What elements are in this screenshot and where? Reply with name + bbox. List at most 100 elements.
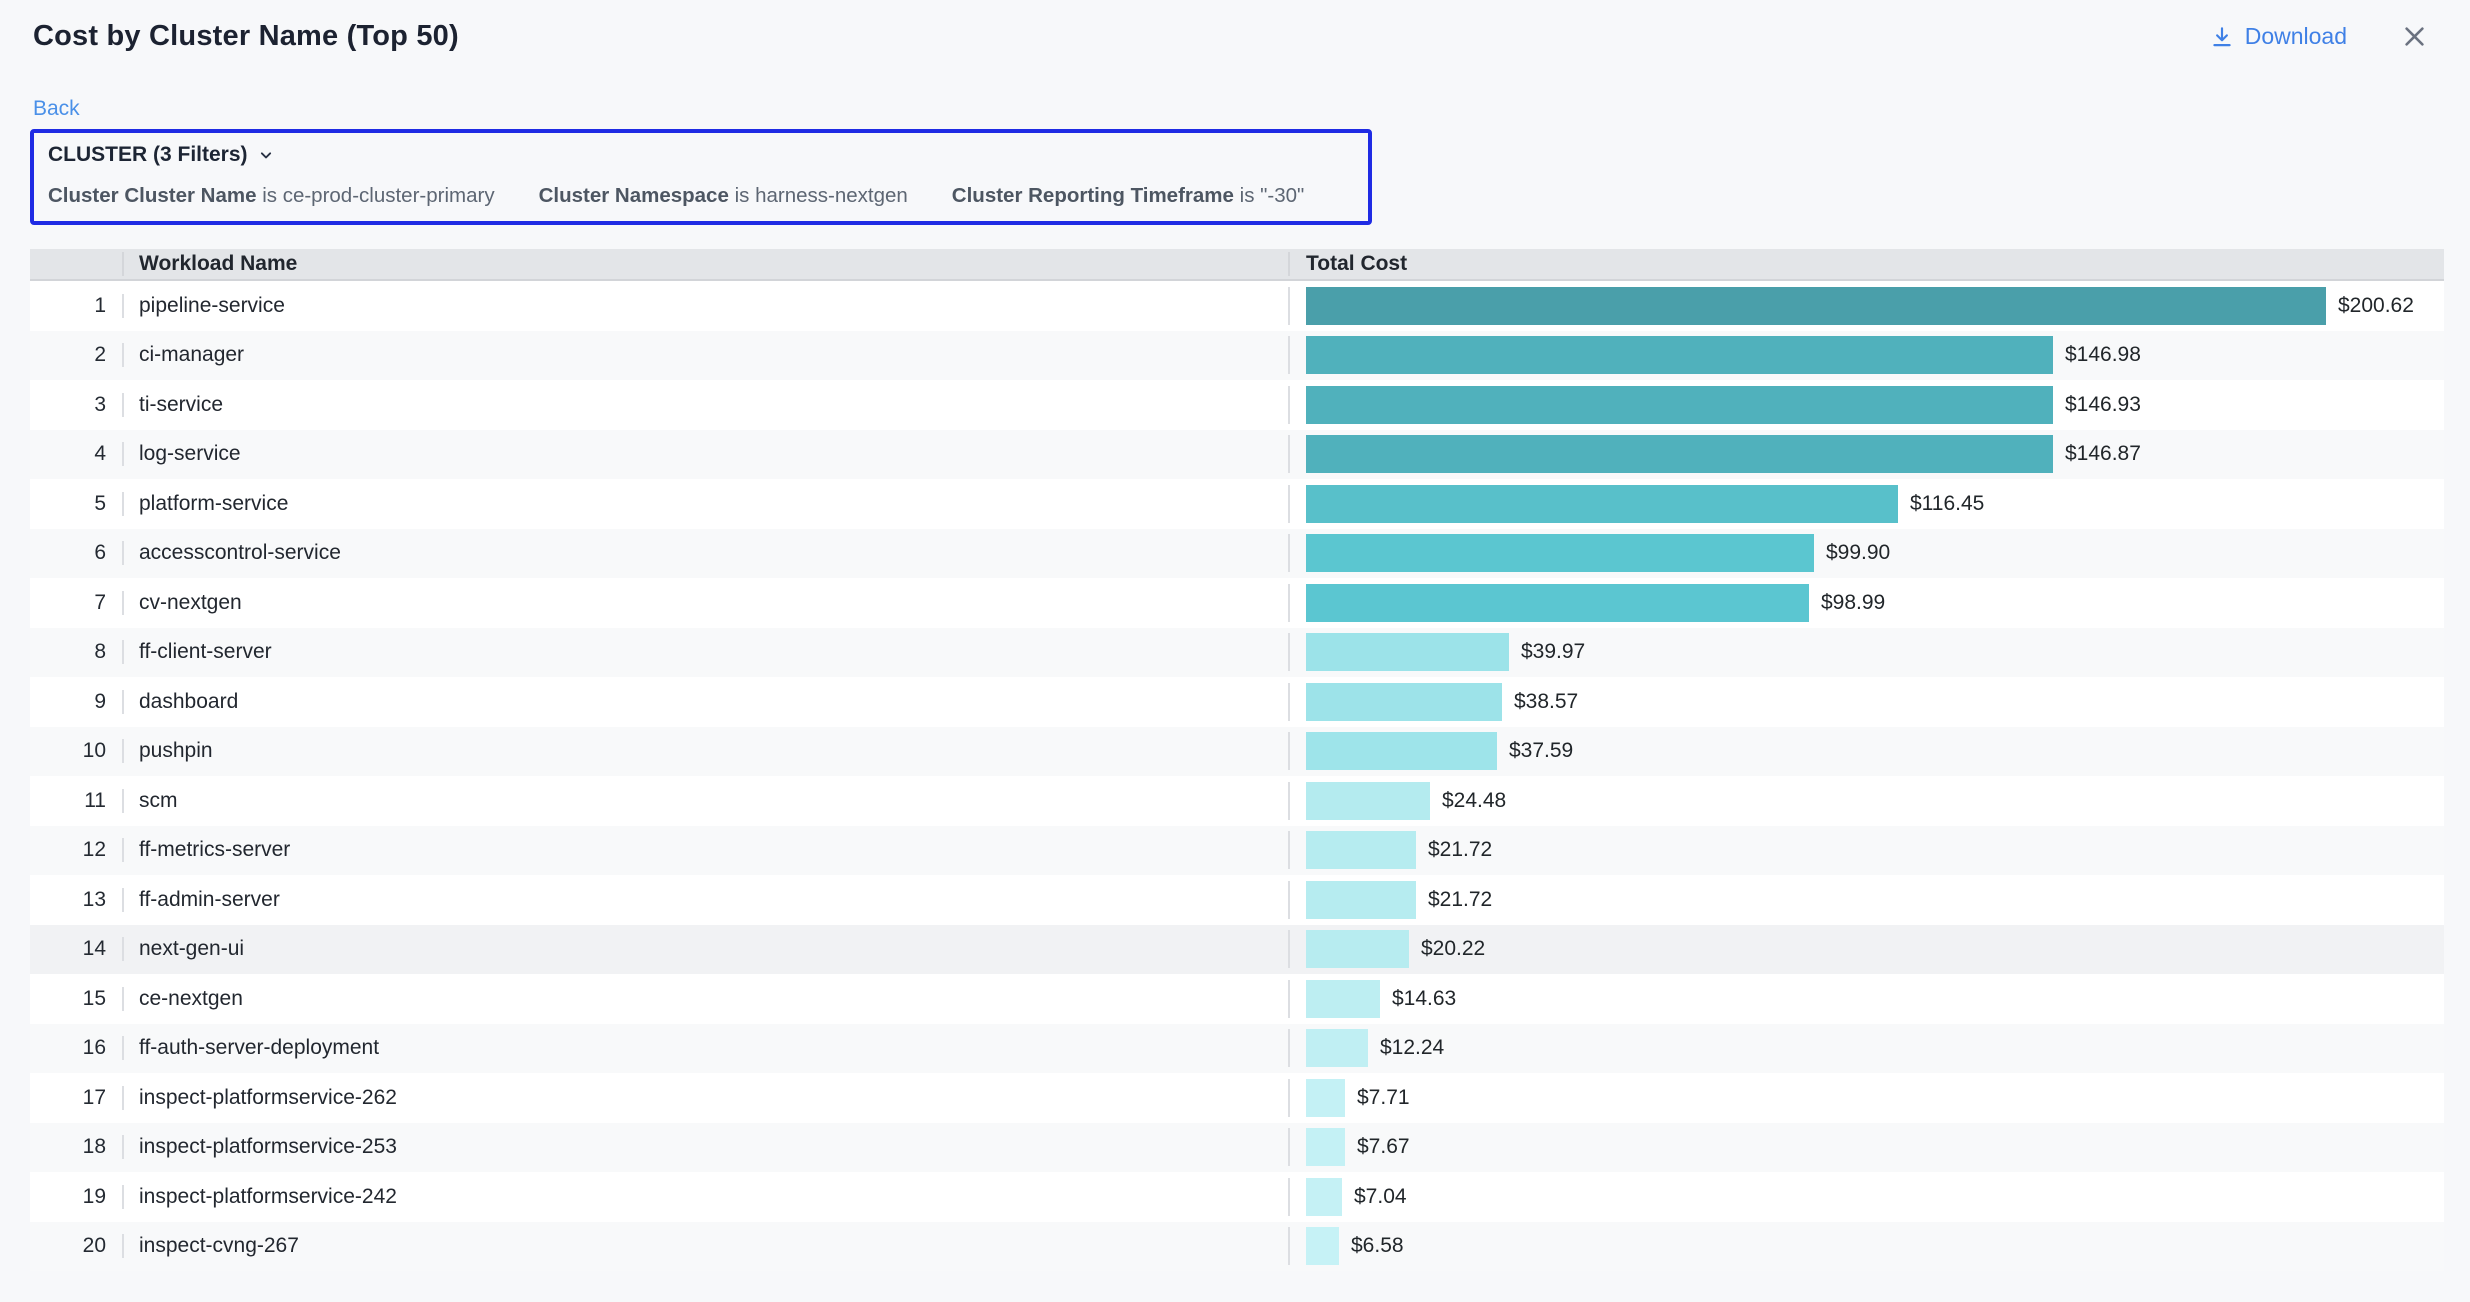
cost-value-label: $7.67 bbox=[1357, 1135, 1410, 1159]
cost-value-label: $37.59 bbox=[1509, 739, 1574, 763]
table-header-row: Workload Name Total Cost bbox=[30, 249, 2444, 281]
filter-operator-value: is harness-nextgen bbox=[734, 184, 908, 207]
workload-name-cell: inspect-platformservice-262 bbox=[122, 1085, 1288, 1110]
total-cost-cell: $14.63 bbox=[1288, 979, 2444, 1018]
table-row[interactable]: 11 scm $24.48 bbox=[30, 776, 2444, 826]
filter-dropdown-toggle[interactable]: CLUSTER (3 Filters) bbox=[48, 143, 276, 167]
filter-condition: Cluster Cluster Name is ce-prod-cluster-… bbox=[48, 184, 495, 208]
row-rank: 10 bbox=[82, 739, 106, 763]
cost-bar bbox=[1306, 583, 1809, 622]
total-cost-cell: $7.04 bbox=[1288, 1177, 2444, 1216]
total-cost-cell: $6.58 bbox=[1288, 1227, 2444, 1266]
total-cost-cell: $200.62 bbox=[1288, 286, 2444, 325]
cost-value-label: $14.63 bbox=[1392, 986, 1457, 1010]
cost-value-label: $6.58 bbox=[1351, 1234, 1404, 1258]
cost-bar bbox=[1306, 385, 2053, 424]
row-rank: 5 bbox=[94, 491, 106, 515]
cost-value-label: $39.97 bbox=[1521, 640, 1586, 664]
row-rank: 15 bbox=[82, 986, 106, 1010]
filter-panel: CLUSTER (3 Filters) Cluster Cluster Name… bbox=[30, 129, 1372, 225]
modal-header: Cost by Cluster Name (Top 50) Download bbox=[0, 0, 2470, 53]
table-row[interactable]: 12 ff-metrics-server $21.72 bbox=[30, 825, 2444, 875]
total-cost-cell: $21.72 bbox=[1288, 880, 2444, 919]
table-row[interactable]: 18 inspect-platformservice-253 $7.67 bbox=[30, 1122, 2444, 1172]
table-row[interactable]: 13 ff-admin-server $21.72 bbox=[30, 875, 2444, 925]
total-cost-cell: $39.97 bbox=[1288, 633, 2444, 672]
table-row[interactable]: 9 dashboard $38.57 bbox=[30, 677, 2444, 727]
cost-value-label: $21.72 bbox=[1428, 887, 1493, 911]
row-rank: 1 bbox=[94, 293, 106, 317]
cost-value-label: $200.62 bbox=[2338, 293, 2414, 317]
table-row[interactable]: 14 next-gen-ui $20.22 bbox=[30, 924, 2444, 974]
workload-name-cell: pipeline-service bbox=[122, 293, 1288, 318]
table-row[interactable]: 20 inspect-cvng-267 $6.58 bbox=[30, 1221, 2444, 1271]
total-cost-cell: $146.93 bbox=[1288, 385, 2444, 424]
table-row[interactable]: 16 ff-auth-server-deployment $12.24 bbox=[30, 1023, 2444, 1073]
cost-value-label: $146.93 bbox=[2065, 392, 2141, 416]
workload-name-cell: ff-metrics-server bbox=[122, 838, 1288, 863]
download-button[interactable]: Download bbox=[2209, 23, 2347, 50]
table-row[interactable]: 17 inspect-platformservice-262 $7.71 bbox=[30, 1073, 2444, 1123]
column-header-total-cost: Total Cost bbox=[1288, 252, 2444, 276]
cost-bar bbox=[1306, 880, 1416, 919]
total-cost-cell: $7.71 bbox=[1288, 1078, 2444, 1117]
row-rank: 4 bbox=[94, 442, 106, 466]
table-row[interactable]: 5 platform-service $116.45 bbox=[30, 479, 2444, 529]
table-row[interactable]: 6 accesscontrol-service $99.90 bbox=[30, 528, 2444, 578]
filter-condition: Cluster Namespace is harness-nextgen bbox=[539, 184, 908, 208]
cost-bar bbox=[1306, 1029, 1368, 1068]
workload-name-cell: ff-admin-server bbox=[122, 887, 1288, 912]
table-row[interactable]: 8 ff-client-server $39.97 bbox=[30, 627, 2444, 677]
row-rank: 13 bbox=[82, 887, 106, 911]
download-label: Download bbox=[2244, 23, 2347, 49]
row-rank: 2 bbox=[94, 343, 106, 367]
workload-name-cell: ce-nextgen bbox=[122, 986, 1288, 1011]
table-row[interactable]: 10 pushpin $37.59 bbox=[30, 726, 2444, 776]
cost-bar bbox=[1306, 732, 1497, 771]
filter-field: Cluster Reporting Timeframe bbox=[951, 184, 1234, 207]
workload-name-cell: ci-manager bbox=[122, 343, 1288, 368]
table-row[interactable]: 7 cv-nextgen $98.99 bbox=[30, 578, 2444, 628]
total-cost-cell: $12.24 bbox=[1288, 1029, 2444, 1068]
table-row[interactable]: 2 ci-manager $146.98 bbox=[30, 330, 2444, 380]
total-cost-cell: $37.59 bbox=[1288, 732, 2444, 771]
cost-bar bbox=[1306, 336, 2053, 375]
cost-value-label: $12.24 bbox=[1380, 1036, 1445, 1060]
close-button[interactable] bbox=[2399, 21, 2430, 52]
row-rank: 7 bbox=[94, 590, 106, 614]
cost-bar bbox=[1306, 930, 1409, 969]
column-header-workload-name: Workload Name bbox=[122, 252, 1288, 276]
workload-name-cell: next-gen-ui bbox=[122, 937, 1288, 962]
row-rank: 6 bbox=[94, 541, 106, 565]
back-link[interactable]: Back bbox=[33, 97, 80, 120]
table-row[interactable]: 4 log-service $146.87 bbox=[30, 429, 2444, 479]
filter-operator-value: is ce-prod-cluster-primary bbox=[262, 184, 495, 207]
workload-name-cell: ff-client-server bbox=[122, 640, 1288, 665]
workload-name-cell: log-service bbox=[122, 442, 1288, 467]
workload-name-cell: inspect-cvng-267 bbox=[122, 1234, 1288, 1259]
cost-bar bbox=[1306, 682, 1502, 721]
total-cost-cell: $116.45 bbox=[1288, 484, 2444, 523]
cost-bar bbox=[1306, 979, 1380, 1018]
row-rank: 17 bbox=[82, 1085, 106, 1109]
total-cost-cell: $7.67 bbox=[1288, 1128, 2444, 1167]
table-row[interactable]: 3 ti-service $146.93 bbox=[30, 380, 2444, 430]
page-title: Cost by Cluster Name (Top 50) bbox=[33, 20, 459, 52]
cost-bar bbox=[1306, 1128, 1345, 1167]
workload-name-cell: dashboard bbox=[122, 689, 1288, 714]
workload-name-cell: inspect-platformservice-253 bbox=[122, 1135, 1288, 1160]
cost-value-label: $24.48 bbox=[1442, 788, 1507, 812]
table-row[interactable]: 19 inspect-platformservice-242 $7.04 bbox=[30, 1172, 2444, 1222]
cost-bar bbox=[1306, 534, 1814, 573]
row-rank: 9 bbox=[94, 689, 106, 713]
download-icon bbox=[2213, 26, 2231, 46]
cost-bar bbox=[1306, 1227, 1339, 1266]
table-row[interactable]: 15 ce-nextgen $14.63 bbox=[30, 974, 2444, 1024]
workload-name-cell: ti-service bbox=[122, 392, 1288, 417]
cost-value-label: $146.87 bbox=[2065, 442, 2141, 466]
cost-bar bbox=[1306, 831, 1416, 870]
table-row[interactable]: 1 pipeline-service $200.62 bbox=[30, 281, 2444, 331]
cost-bar bbox=[1306, 286, 2326, 325]
row-rank: 8 bbox=[94, 640, 106, 664]
cost-value-label: $38.57 bbox=[1514, 689, 1579, 713]
